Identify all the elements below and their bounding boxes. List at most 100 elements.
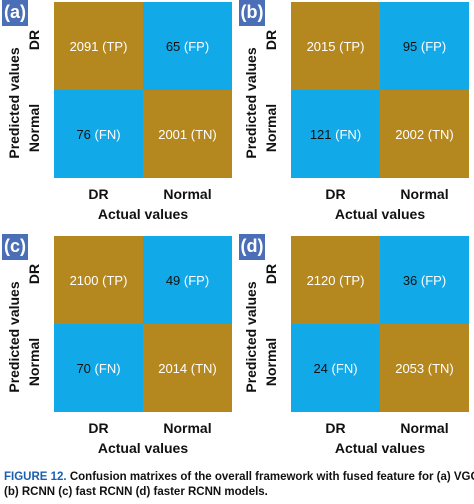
cell-tag: (FP) — [420, 38, 447, 54]
row-label-text: DR — [26, 29, 42, 50]
cell-tag: (FN) — [94, 360, 121, 376]
row-label: Normal — [261, 90, 281, 165]
y-axis-label-text: Predicted values — [243, 281, 259, 393]
y-axis-label: Predicted values — [4, 30, 24, 176]
cell-tag: (TP) — [339, 38, 365, 54]
matrix-cell-tn: 2014 (TN) — [143, 324, 232, 412]
cell-value: 2001 — [158, 126, 188, 142]
row-label: DR — [261, 2, 281, 77]
cell-value: 95 — [402, 38, 418, 54]
matrix-cell-fp: 95 (FP) — [380, 2, 469, 90]
matrix-cell-fp: 65 (FP) — [143, 2, 232, 90]
cell-value: 65 — [165, 38, 181, 54]
matrix-cell-tp: 2100 (TP) — [54, 236, 143, 324]
column-label: Normal — [400, 420, 449, 436]
matrix-cell-tn: 2002 (TN) — [380, 90, 469, 178]
cell-value: 121 — [309, 126, 332, 142]
cell-tag: (FP) — [183, 38, 210, 54]
confusion-matrix-grid: 2100 (TP) 49 (FP) 70 (FN) 2014 (TN) — [54, 236, 232, 412]
confusion-matrix-grid: 2091 (TP) 65 (FP) 76 (FN) 2001 (TN) — [54, 2, 232, 178]
panel-label: (c) — [2, 234, 28, 260]
cell-value: 2002 — [395, 126, 425, 142]
row-label-text: Normal — [26, 337, 42, 386]
cell-tag: (FP) — [183, 272, 210, 288]
column-label: DR — [325, 186, 346, 202]
matrix-cell-tp: 2091 (TP) — [54, 2, 143, 90]
cell-tag: (TP) — [102, 38, 128, 54]
cell-tag: (FP) — [420, 272, 447, 288]
x-axis-label: Actual values — [334, 440, 426, 456]
cell-value: 76 — [76, 126, 91, 142]
row-label-text: DR — [26, 263, 42, 284]
row-label-text: Normal — [263, 103, 279, 152]
caption-text-1: Confusion matrixes of the overall framew… — [69, 471, 474, 483]
column-label: Normal — [400, 186, 449, 202]
matrix-cell-fn: 70 (FN) — [54, 324, 143, 412]
column-label: Normal — [163, 186, 212, 202]
row-label-text: Normal — [263, 337, 279, 386]
matrix-cell-tn: 2053 (TN) — [380, 324, 469, 412]
matrix-cell-fp: 36 (FP) — [380, 236, 469, 324]
cell-value: 24 — [313, 360, 328, 376]
column-label: DR — [325, 420, 346, 436]
matrix-cell-tp: 2120 (TP) — [291, 236, 380, 324]
column-label: Normal — [163, 420, 212, 436]
confusion-matrix-grid: 2120 (TP) 36 (FP) 24 (FN) 2053 (TN) — [291, 236, 469, 412]
cell-value: 2014 — [158, 360, 188, 376]
y-axis-label: Predicted values — [241, 264, 261, 410]
cell-value: 2015 — [306, 38, 336, 54]
cell-value: 36 — [402, 272, 418, 288]
row-label: Normal — [24, 324, 44, 399]
y-axis-label-text: Predicted values — [243, 47, 259, 159]
row-label: DR — [261, 236, 281, 311]
cell-tag: (TP) — [339, 272, 365, 288]
matrix-cell-fn: 121 (FN) — [291, 90, 380, 178]
cell-value: 49 — [165, 272, 181, 288]
confusion-matrix-panel: (a) Predicted values DR Normal DR Normal Actua… — [0, 0, 237, 234]
panel-label: (a) — [2, 0, 28, 26]
cell-tag: (FN) — [94, 126, 121, 142]
cell-tag: (TN) — [190, 126, 217, 142]
cell-value: 70 — [76, 360, 91, 376]
confusion-matrix-panel: (c) Predicted values DR Normal DR Normal Actua… — [0, 234, 237, 468]
y-axis-label-text: Predicted values — [6, 281, 22, 393]
cell-value: 2053 — [395, 360, 425, 376]
matrix-cell-fn: 24 (FN) — [291, 324, 380, 412]
confusion-matrix-panel: (d) Predicted values DR Normal DR Normal Actua… — [237, 234, 474, 468]
column-label: DR — [88, 186, 109, 202]
x-axis-label: Actual values — [97, 206, 189, 222]
caption-line-1: FIGURE 12. Confusion matrixes of the ove… — [4, 470, 474, 485]
cell-value: 2100 — [69, 272, 99, 288]
column-label: DR — [88, 420, 109, 436]
cell-tag: (FN) — [331, 360, 358, 376]
y-axis-label-text: Predicted values — [6, 47, 22, 159]
row-label: DR — [24, 236, 44, 311]
cell-tag: (FN) — [335, 126, 362, 142]
caption-line-2: (b) RCNN (c) fast RCNN (d) faster RCNN m… — [4, 486, 268, 498]
x-axis-label: Actual values — [334, 206, 426, 222]
panel-label: (b) — [239, 0, 265, 26]
figure-caption: FIGURE 12. Confusion matrixes of the ove… — [4, 470, 474, 500]
cell-tag: (TN) — [427, 360, 454, 376]
matrix-cell-fn: 76 (FN) — [54, 90, 143, 178]
panel-label: (d) — [239, 234, 265, 260]
confusion-matrix-panel: (b) Predicted values DR Normal DR Normal Actua… — [237, 0, 474, 234]
cell-tag: (TN) — [427, 126, 454, 142]
matrix-cell-tp: 2015 (TP) — [291, 2, 380, 90]
x-axis-label: Actual values — [97, 440, 189, 456]
matrix-cell-tn: 2001 (TN) — [143, 90, 232, 178]
row-label-text: DR — [263, 29, 279, 50]
cell-tag: (TP) — [102, 272, 128, 288]
row-label: Normal — [24, 90, 44, 165]
y-axis-label: Predicted values — [241, 30, 261, 176]
row-label: Normal — [261, 324, 281, 399]
cell-tag: (TN) — [190, 360, 217, 376]
cell-value: 2091 — [69, 38, 99, 54]
row-label: DR — [24, 2, 44, 77]
matrix-cell-fp: 49 (FP) — [143, 236, 232, 324]
caption-figure-number: FIGURE 12. — [4, 471, 67, 483]
confusion-matrix-grid: 2015 (TP) 95 (FP) 121 (FN) 2002 (TN) — [291, 2, 469, 178]
row-label-text: Normal — [26, 103, 42, 152]
cell-value: 2120 — [306, 272, 336, 288]
y-axis-label: Predicted values — [4, 264, 24, 410]
